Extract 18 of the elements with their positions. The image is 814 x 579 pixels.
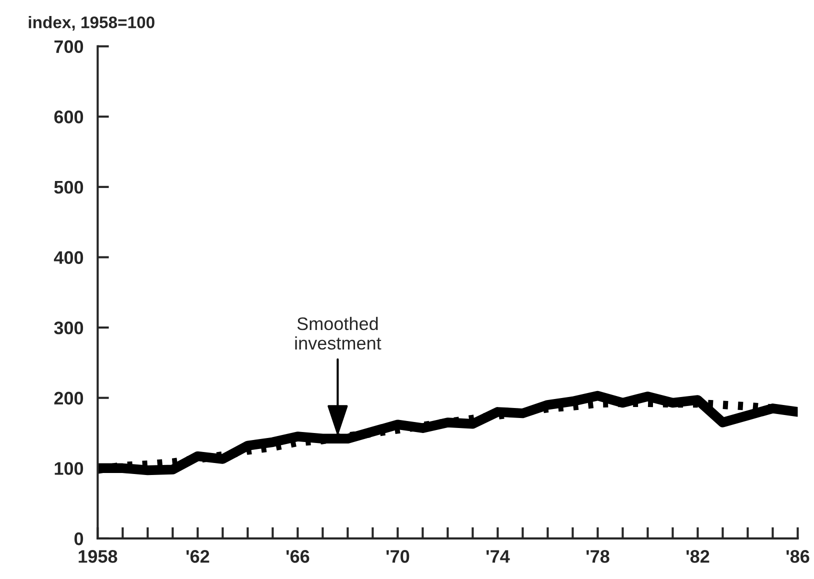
x-tick-label: '70 [386,550,410,563]
x-tick-label: '74 [486,550,510,563]
x-tick-label: '62 [186,550,210,563]
y-tick-label: 200 [54,392,84,405]
x-tick-label: '82 [686,550,710,563]
y-tick-label: 0 [74,532,84,546]
annotation: Smoothed investment [295,316,382,350]
y-axis-title: index, 1958=100 [28,16,154,31]
y-tick-label: 700 [54,40,84,54]
y-tick-label: 500 [54,180,84,194]
x-tick-label: '86 [786,550,810,563]
y-tick-label: 100 [54,462,84,475]
x-tick-label: 1958 [78,550,118,563]
x-tick-label: '66 [286,550,310,563]
y-tick-label: 300 [54,321,84,334]
y-tick-label: 600 [54,110,84,124]
x-tick-label: '78 [586,550,610,563]
y-tick-label: 400 [54,251,84,264]
